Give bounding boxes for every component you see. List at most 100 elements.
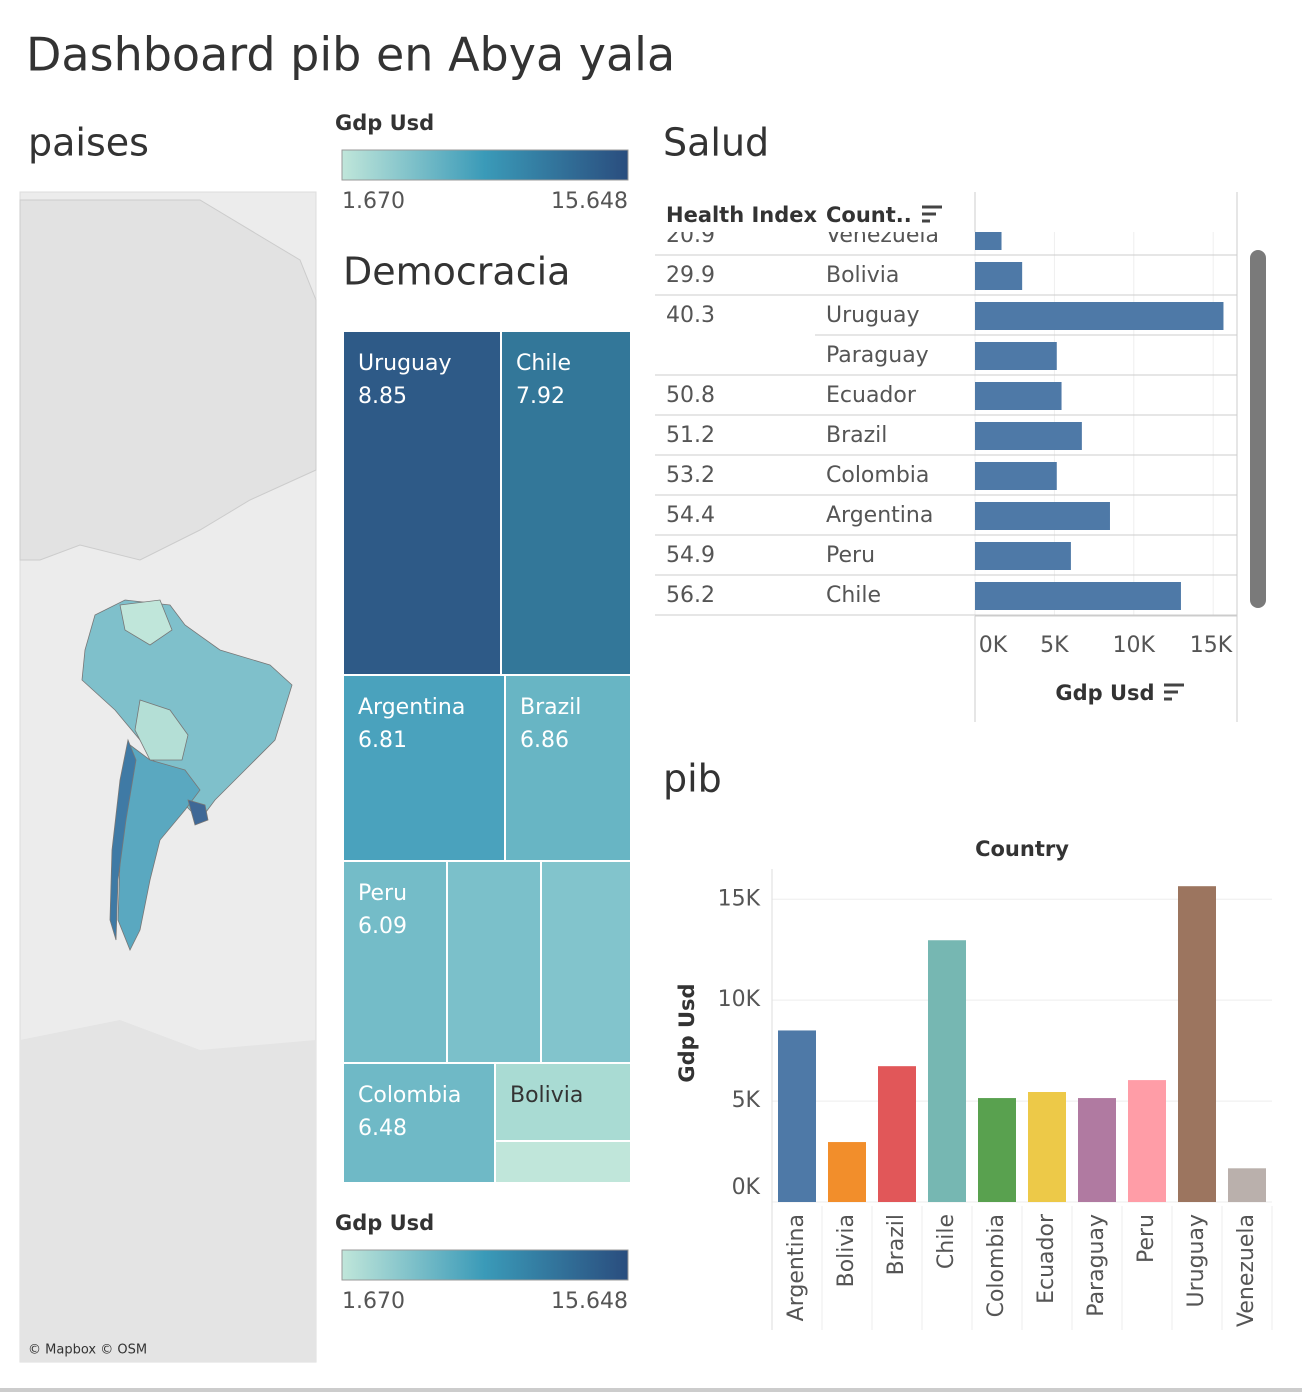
treemap-cell [344,862,446,1062]
legend-label: 1.670 [342,1289,405,1314]
bar [828,1142,866,1202]
treemap-cell [448,862,540,1062]
cell-value: 8.85 [358,384,407,409]
row-label: Paraguay [826,343,929,368]
cell-label: Brazil [520,695,581,720]
treemap-cell [542,862,630,1062]
health-index: 40.3 [666,303,715,328]
health-index: 29.9 [666,263,715,288]
treemap-cell [506,676,630,860]
bar [928,940,966,1202]
map-land [20,1020,316,1362]
bar [975,232,1002,250]
row-label: Uruguay [826,303,920,328]
y-tick-label: 10K [718,987,761,1012]
bar [978,1098,1016,1202]
x-tick-label: Bolivia [834,1214,859,1287]
map-attribution: © Mapbox © OSM [28,1343,147,1358]
bar [975,582,1181,610]
row-label: Chile [826,583,881,608]
table-body: 20.9 Venezuela 29.9 Bolivia 40.3 Uruguay Parag… [655,223,1237,616]
bar [778,1030,816,1202]
x-tick-label: Colombia [984,1214,1009,1317]
x-tick-label: 5K [1040,633,1069,658]
legend-label: 15.648 [551,189,628,214]
bar [1178,886,1216,1202]
legend-title: Gdp Usd [335,1211,434,1235]
column-header: Health Index [666,203,818,227]
legend-ramp [341,149,629,181]
cell-label: Bolivia [510,1083,583,1108]
row-label: Venezuela [826,223,939,248]
cell-value: 7.92 [516,384,565,409]
map-region [134,699,189,761]
x-tick-label: 10K [1113,633,1156,658]
row-label: Brazil [826,423,887,448]
row-label: Argentina [826,503,933,528]
map-region [187,799,209,826]
bar [975,422,1082,450]
treemap-cell [496,1142,630,1182]
health-index: 56.2 [666,583,715,608]
bar [975,542,1071,570]
y-tick-label: 5K [732,1088,761,1113]
bar [1228,1168,1266,1202]
treemap-cell [344,676,504,860]
row-label: Bolivia [826,263,899,288]
map-region [119,599,173,646]
x-tick-label: 15K [1190,633,1233,658]
cell-label: Uruguay [358,351,452,376]
y-tick-label: 15K [718,886,761,911]
axis-title: Gdp Usd [1055,681,1154,705]
cell-value: 6.48 [358,1116,407,1141]
bar [1028,1092,1066,1202]
section-title: paises [28,121,149,165]
legend-label: 1.670 [342,189,405,214]
x-tick-label: Ecuador [1034,1213,1059,1304]
bar [878,1066,916,1202]
bar [1128,1080,1166,1202]
axis-title: Country [975,837,1069,861]
health-index: 20.9 [666,223,715,248]
x-tick-label: Peru [1134,1214,1159,1263]
map-region [109,738,137,941]
cell-value: 6.81 [358,728,407,753]
health-index: 51.2 [666,423,715,448]
y-tick-label: 0K [732,1175,761,1200]
map-land [19,199,317,561]
sort-icon [922,205,942,223]
legend-label: 15.648 [551,1289,628,1314]
column-header: Count.. [826,203,912,227]
row-label: Colombia [826,463,929,488]
x-tick-label: Chile [934,1214,959,1269]
cell-label: Argentina [358,695,465,720]
bar [975,262,1023,290]
cell-value: 6.86 [520,728,569,753]
cell-label: Chile [516,351,571,376]
bar [975,382,1062,410]
scrollbar[interactable] [1250,250,1266,608]
row-label: Peru [826,543,875,568]
treemap-cell [344,1064,494,1182]
section-title: Democracia [343,250,570,294]
cell-label: Peru [358,881,407,906]
x-tick-label: Paraguay [1084,1214,1109,1317]
map-region [81,599,293,821]
axis-title: Gdp Usd [675,983,699,1082]
health-index: 54.4 [666,503,715,528]
x-tick-label: Venezuela [1234,1214,1259,1327]
x-tick-label: 0K [979,633,1008,658]
section-title: Salud [663,121,769,165]
x-tick-label: Brazil [884,1214,909,1275]
x-tick-label: Argentina [784,1214,809,1321]
treemap-cell [496,1064,630,1140]
cell-label: Colombia [358,1083,461,1108]
legend-ramp [341,1249,629,1281]
x-tick-label: Uruguay [1184,1214,1209,1308]
sort-icon [1164,683,1184,701]
bar [975,302,1224,330]
bar [975,502,1110,530]
row-label: Ecuador [826,383,917,408]
legend-title: Gdp Usd [335,111,434,135]
